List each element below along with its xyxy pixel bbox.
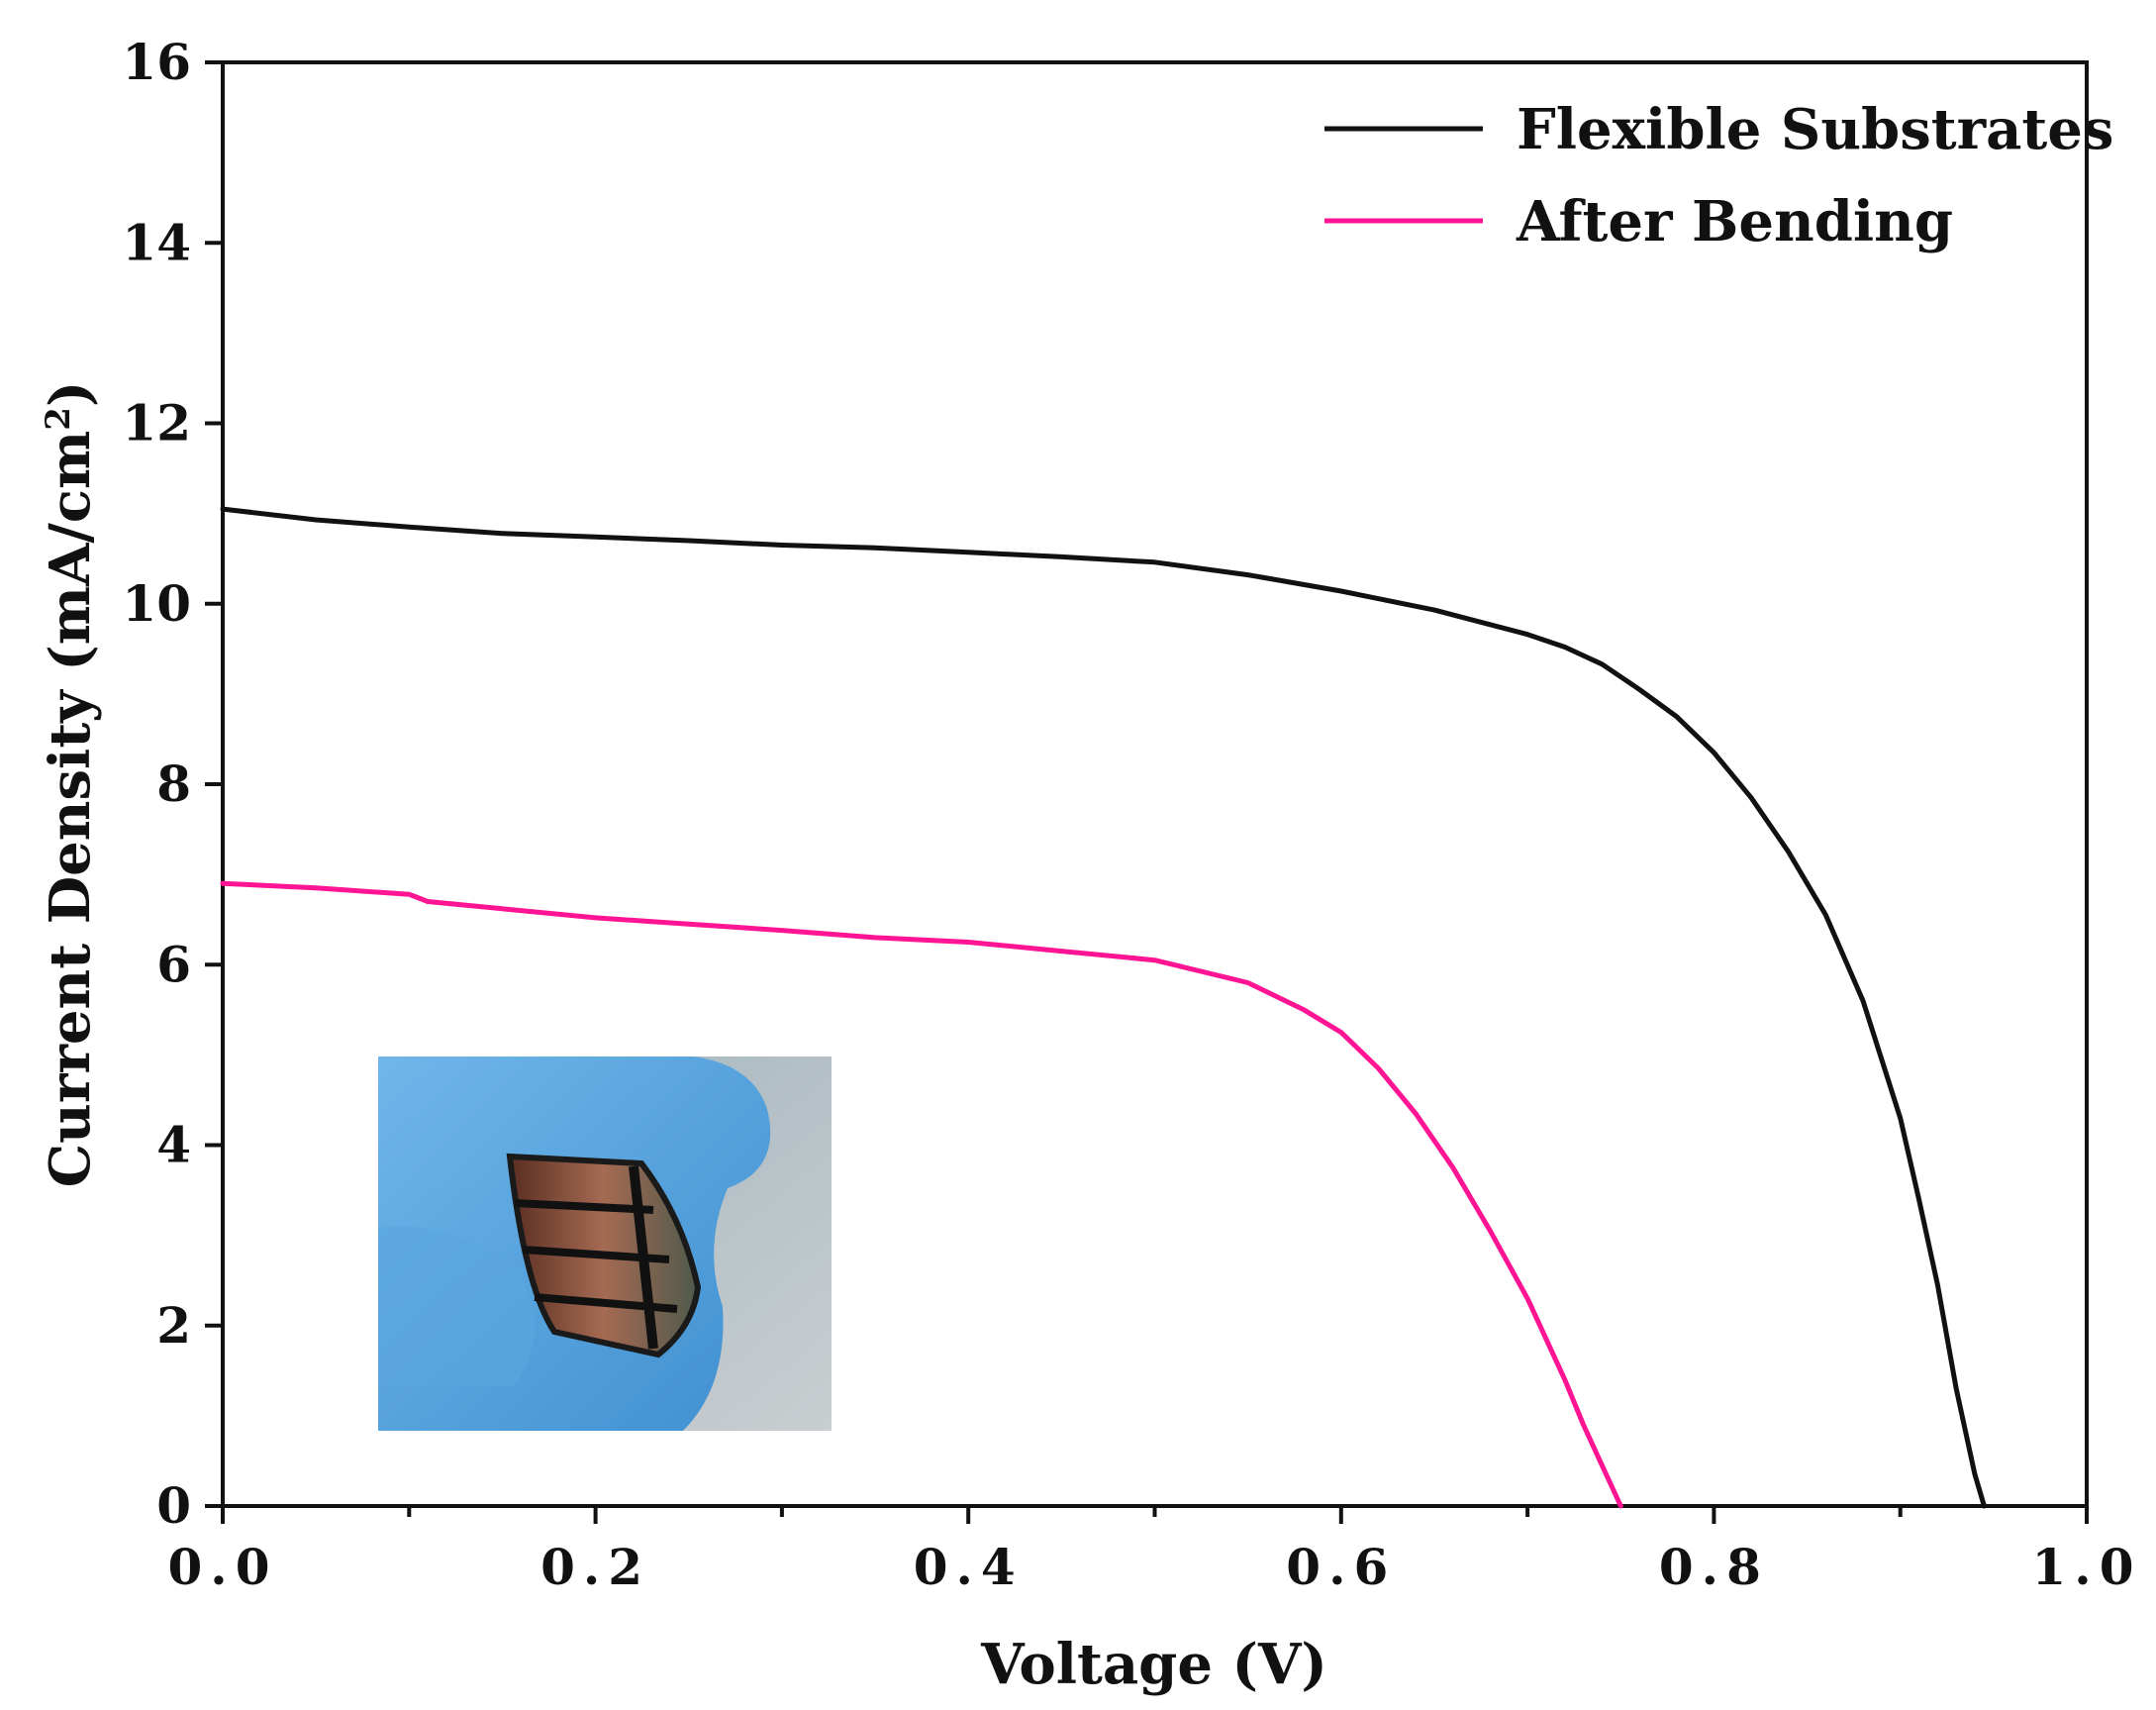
y-tick-label: 4 — [156, 1116, 191, 1174]
x-tick-label: 1.0 — [2032, 1538, 2142, 1596]
legend: Flexible Substrates After Bending — [1324, 97, 2113, 254]
inset-photo — [378, 1056, 832, 1431]
y-tick-label: 6 — [156, 935, 191, 993]
glove-finger-shadow — [378, 1226, 535, 1386]
y-tick-label: 2 — [156, 1296, 191, 1355]
y-axis-title-superscript: 2 — [39, 407, 78, 431]
ticks-layer — [205, 60, 2089, 1524]
y-axis-title-prefix: Current Density (mA/cm — [38, 431, 103, 1188]
y-tick-label: 14 — [122, 213, 191, 271]
x-tick-label: 0.2 — [540, 1538, 650, 1596]
x-tick-label: 0.8 — [1659, 1538, 1769, 1596]
x-axis-title: Voltage (V) — [980, 1632, 1327, 1697]
series-line-flexible-substrates — [220, 506, 1987, 1509]
y-tick-label: 16 — [122, 33, 191, 91]
y-tick-label: 0 — [156, 1476, 191, 1535]
y-tick-label: 10 — [122, 574, 191, 633]
legend-label-flexible-substrates: Flexible Substrates — [1517, 97, 2113, 162]
tick-labels-layer: 0.0 0.2 0.4 0.6 0.8 1.0 0 2 4 6 8 10 12 14 16 — [122, 33, 2142, 1596]
cell-electrode-1 — [514, 1199, 654, 1214]
series-line-after-bending — [220, 880, 1623, 1509]
y-axis-title-suffix: ) — [38, 381, 103, 408]
legend-label-after-bending: After Bending — [1516, 189, 1953, 254]
cell-electrode-vertical — [629, 1165, 658, 1350]
series-layer — [220, 506, 1987, 1509]
x-tick-label: 0.0 — [168, 1538, 278, 1596]
x-tick-label: 0.4 — [914, 1538, 1024, 1596]
y-axis-title: Current Density (mA/cm2) — [38, 381, 103, 1188]
y-tick-label: 8 — [156, 754, 191, 813]
y-tick-label: 12 — [122, 394, 191, 453]
x-tick-label: 0.6 — [1286, 1538, 1396, 1596]
